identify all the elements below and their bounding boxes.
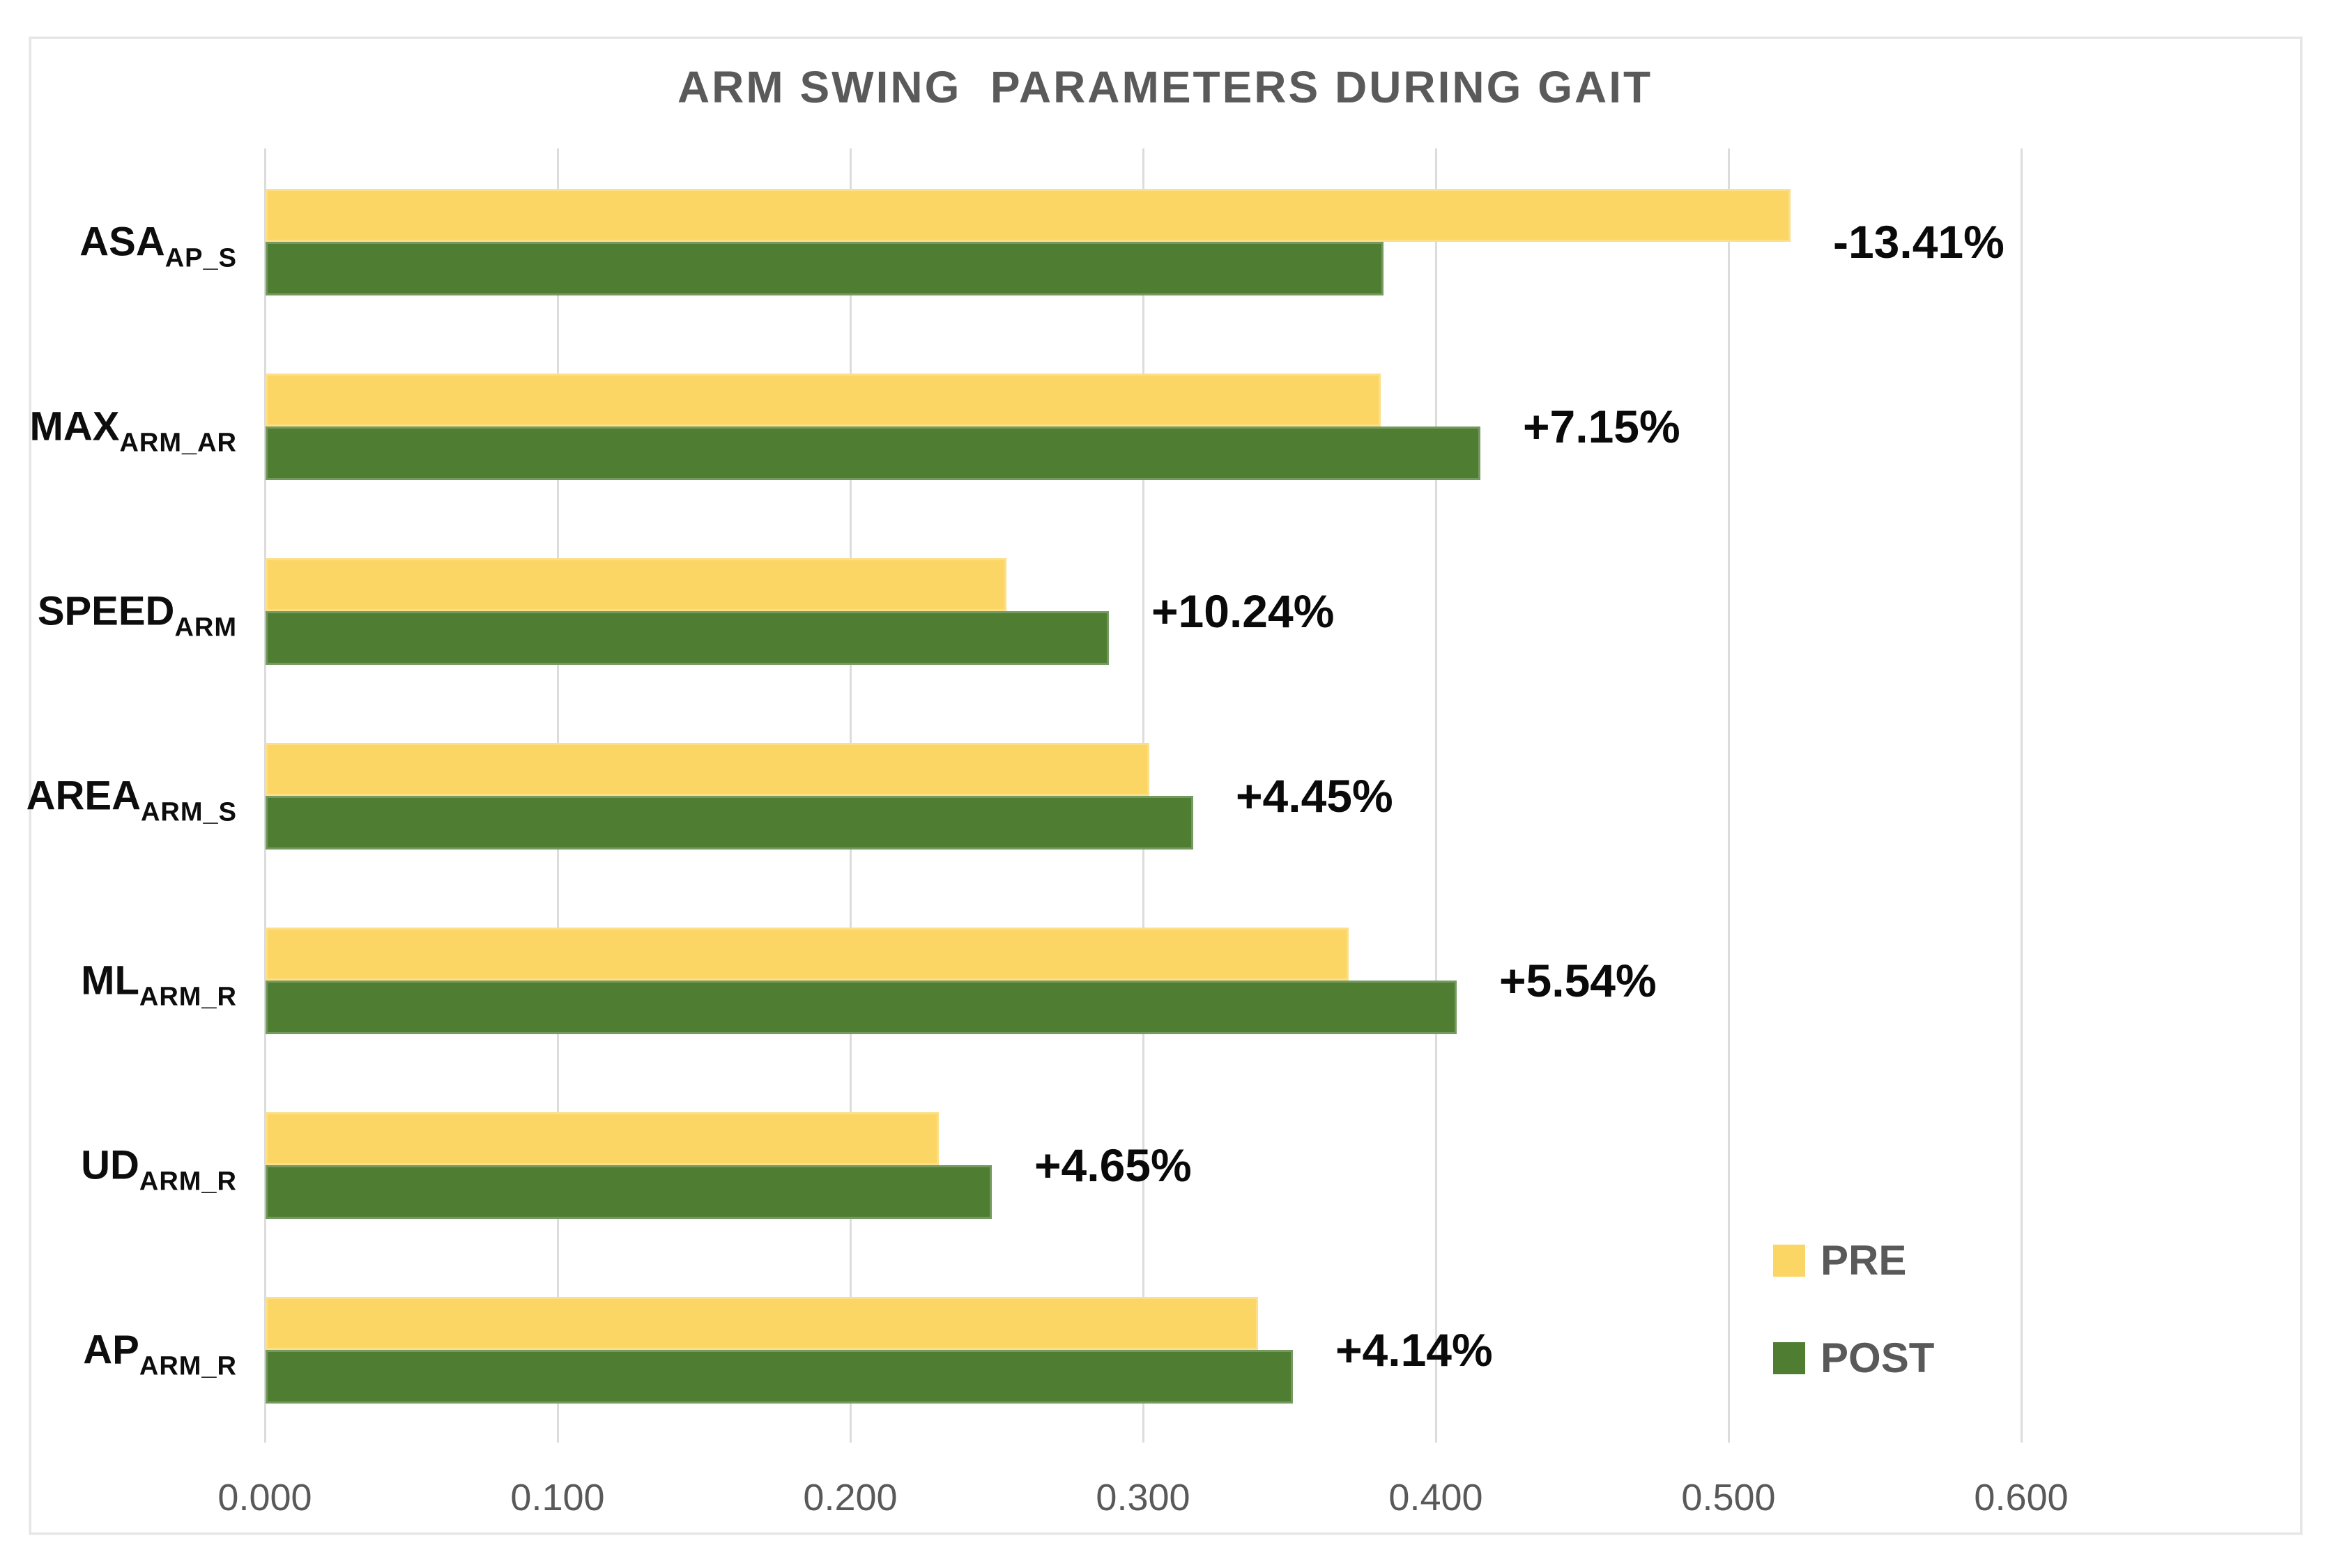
bar-post <box>266 1165 992 1219</box>
pre-swatch <box>1773 1245 1805 1277</box>
category-label: ASAAP_S <box>79 219 237 273</box>
percent-annotation: -13.41% <box>1833 216 2005 268</box>
x-tick-label: 0.200 <box>803 1477 898 1519</box>
bar-post <box>266 426 1480 480</box>
gridline <box>2021 148 2023 1443</box>
percent-annotation: +5.54% <box>1499 955 1657 1006</box>
chart-title: ARM SWING PARAMETERS DURING GAIT <box>677 62 1653 112</box>
bar-post <box>266 981 1457 1034</box>
legend-item-post: POST <box>1773 1337 1934 1379</box>
category-subscript: ARM_AR <box>119 428 237 458</box>
category-label: SPEEDARM <box>37 588 237 643</box>
legend-label-post: POST <box>1821 1335 1935 1381</box>
bar-pre <box>266 189 1791 242</box>
x-tick-label: 0.300 <box>1096 1477 1190 1519</box>
category-subscript: ARM_S <box>140 797 237 827</box>
x-tick-label: 0.100 <box>510 1477 605 1519</box>
category-base: SPEED <box>37 588 175 634</box>
category-label: APARM_R <box>83 1327 237 1381</box>
gridline <box>1728 148 1730 1443</box>
post-swatch <box>1773 1342 1805 1374</box>
bar-pre <box>266 743 1149 796</box>
category-base: MAX <box>29 403 120 449</box>
legend: PRE POST <box>1773 1240 1934 1435</box>
category-label: UDARM_R <box>81 1142 237 1197</box>
category-base: UD <box>81 1142 139 1188</box>
category-label: AREAARM_S <box>26 773 237 827</box>
x-tick-label: 0.600 <box>1974 1477 2069 1519</box>
legend-item-pre: PRE <box>1773 1240 1934 1282</box>
legend-label-pre: PRE <box>1821 1237 1907 1284</box>
percent-annotation: +7.15% <box>1523 401 1680 452</box>
category-base: AREA <box>26 773 141 819</box>
category-base: ML <box>81 958 139 1004</box>
category-base: ASA <box>79 219 165 265</box>
bar-pre <box>266 1297 1258 1350</box>
bar-post <box>266 1350 1293 1404</box>
category-label: MAXARM_AR <box>29 403 237 458</box>
percent-annotation: +10.24% <box>1151 585 1335 637</box>
category-label: MLARM_R <box>81 958 237 1012</box>
percent-annotation: +4.65% <box>1034 1139 1192 1191</box>
category-subscript: ARM_R <box>139 982 237 1012</box>
bar-post <box>266 242 1384 295</box>
category-base: AP <box>83 1327 139 1373</box>
bar-post <box>266 796 1193 850</box>
x-tick-label: 0.500 <box>1681 1477 1776 1519</box>
bar-post <box>266 611 1109 665</box>
category-subscript: ARM_R <box>139 1351 237 1381</box>
x-tick-label: 0.000 <box>217 1477 312 1519</box>
bar-pre <box>266 928 1349 981</box>
bar-pre <box>266 1112 939 1165</box>
category-subscript: ARM_R <box>139 1167 237 1197</box>
bar-pre <box>266 558 1006 611</box>
gridline <box>1435 148 1437 1443</box>
percent-annotation: +4.45% <box>1236 770 1393 822</box>
category-subscript: ARM <box>174 613 237 643</box>
bar-pre <box>266 374 1381 426</box>
x-tick-label: 0.400 <box>1388 1477 1483 1519</box>
gridline <box>264 148 266 1443</box>
category-subscript: AP_S <box>164 243 237 273</box>
percent-annotation: +4.14% <box>1335 1324 1493 1376</box>
